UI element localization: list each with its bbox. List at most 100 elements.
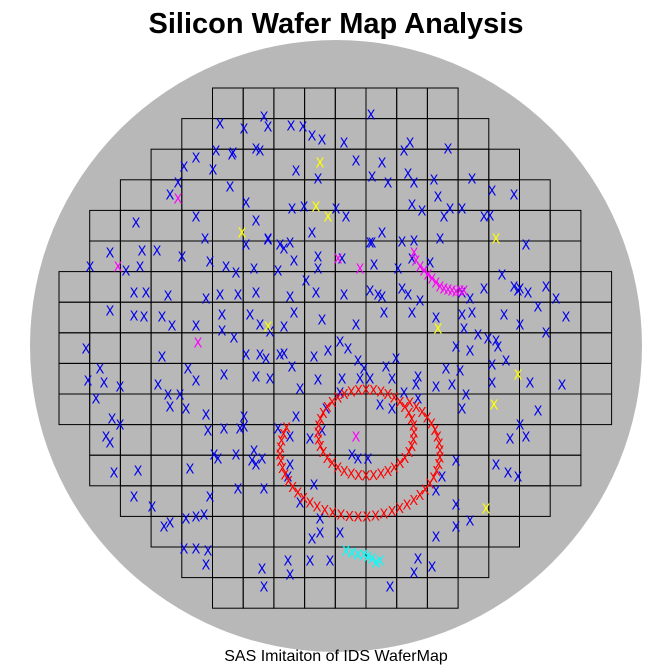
blue-defect-mark: X [462,389,471,404]
blue-defect-mark: X [310,479,319,494]
blue-defect-mark: X [400,387,409,402]
blue-defect-mark: X [264,233,273,248]
magenta-defect-mark: X [356,263,365,278]
yellow-defect-mark: X [264,321,273,336]
red-defect-mark: X [320,504,329,519]
blue-defect-mark: X [466,515,475,530]
blue-defect-mark: X [352,319,361,334]
blue-defect-mark: X [140,311,149,326]
blue-defect-mark: X [380,307,389,322]
blue-defect-mark: X [314,173,323,188]
blue-defect-mark: X [388,403,397,418]
blue-defect-mark: X [514,471,523,486]
red-defect-mark: X [276,441,285,456]
blue-defect-mark: X [338,373,347,388]
blue-defect-mark: X [154,379,163,394]
blue-defect-mark: X [260,581,269,596]
blue-defect-mark: X [432,531,441,546]
blue-defect-mark: X [209,164,218,179]
blue-defect-mark: X [266,373,275,388]
red-defect-mark: X [328,396,337,411]
blue-defect-mark: X [432,381,441,396]
blue-defect-mark: X [86,261,95,276]
die-cell [457,546,490,579]
red-defect-mark: X [395,457,404,472]
blue-defect-mark: X [314,374,323,389]
red-defect-mark: X [390,392,399,407]
blue-defect-mark: X [296,497,305,512]
blue-defect-mark: X [186,463,195,478]
magenta-defect-mark: X [460,285,469,300]
blue-defect-mark: X [122,265,131,280]
blue-defect-mark: X [234,483,243,498]
blue-defect-mark: X [360,363,369,378]
blue-defect-mark: X [252,215,261,230]
red-defect-mark: X [314,427,323,442]
blue-defect-mark: X [474,329,483,344]
red-defect-mark: X [400,401,409,416]
blue-defect-mark: X [356,373,365,388]
red-defect-mark: X [316,413,325,428]
blue-defect-mark: X [322,403,331,418]
blue-defect-mark: X [302,275,311,290]
blue-defect-mark: X [100,377,109,392]
blue-defect-mark: X [318,314,327,329]
blue-defect-mark: X [388,373,397,388]
blue-defect-mark: X [200,509,209,524]
blue-defect-mark: X [108,413,117,428]
cyan-defect-mark: X [364,551,373,566]
yellow-defect-mark: X [312,201,321,216]
red-defect-mark: X [405,396,414,411]
red-defect-mark: X [333,461,342,476]
blue-defect-mark: X [148,501,157,516]
magenta-defect-mark: X [352,431,361,446]
red-defect-mark: X [383,388,392,403]
blue-defect-mark: X [226,181,235,196]
blue-defect-mark: X [436,233,445,248]
blue-defect-mark: X [460,323,469,338]
blue-defect-mark: X [332,203,341,218]
blue-defect-mark: X [412,379,421,394]
blue-defect-mark: X [318,425,327,440]
blue-defect-mark: X [242,197,251,212]
red-defect-mark: X [279,428,288,443]
red-defect-mark: X [387,505,396,520]
blue-defect-mark: X [204,425,213,440]
magenta-defect-mark: X [194,337,203,352]
blue-defect-mark: X [220,369,229,384]
blue-defect-mark: X [280,321,289,336]
blue-defect-mark: X [252,143,261,158]
red-defect-mark: X [379,508,388,523]
red-defect-mark: X [319,407,328,422]
blue-defect-mark: X [444,143,453,158]
blue-defect-mark: X [492,459,501,474]
blue-defect-mark: X [206,256,215,271]
blue-defect-mark: X [382,361,391,376]
blue-defect-mark: X [276,239,285,254]
red-defect-mark: X [410,427,419,442]
blue-defect-mark: X [386,581,395,596]
blue-defect-mark: X [92,393,101,408]
blue-defect-mark: X [400,145,409,160]
blue-defect-mark: X [110,467,119,482]
blue-defect-mark: X [202,293,211,308]
cyan-defect-mark: X [376,555,385,570]
blue-defect-mark: X [494,341,503,356]
red-defect-mark: X [284,475,293,490]
red-defect-mark: X [404,446,413,461]
blue-defect-mark: X [276,349,285,364]
blue-defect-mark: X [404,289,413,304]
blue-defect-mark: X [250,445,259,460]
red-defect-mark: X [376,468,385,483]
blue-defect-mark: X [262,353,271,368]
red-defect-mark: X [323,401,332,416]
blue-defect-mark: X [216,289,225,304]
blue-defect-mark: X [192,543,201,558]
magenta-defect-mark: X [436,281,445,296]
blue-defect-mark: X [352,155,361,170]
red-defect-mark: X [362,510,371,525]
magenta-defect-mark: X [416,261,425,276]
blue-defect-mark: X [484,333,493,348]
blue-defect-mark: X [286,459,295,474]
